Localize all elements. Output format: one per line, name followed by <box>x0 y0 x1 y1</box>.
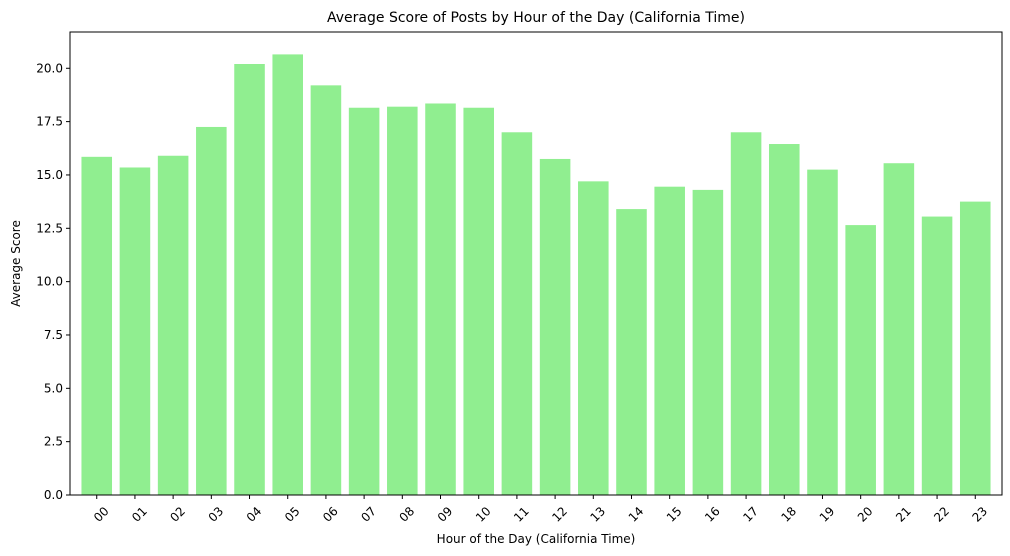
x-tick-label-16: 16 <box>702 504 723 525</box>
x-tick-label-02: 02 <box>167 504 188 525</box>
bar-00 <box>81 156 113 495</box>
x-tick-label-17: 17 <box>740 504 761 525</box>
x-tick-label-15: 15 <box>664 504 685 525</box>
bar-14 <box>616 209 647 495</box>
bar-06 <box>310 85 342 495</box>
bar-19 <box>807 169 838 495</box>
x-tick-label-14: 14 <box>626 504 647 525</box>
y-tick-label-2.5: 2.5 <box>44 435 63 449</box>
bar-12 <box>539 158 571 495</box>
bar-05 <box>272 54 303 496</box>
x-tick-label-22: 22 <box>931 504 952 525</box>
x-tick-label-08: 08 <box>397 504 418 525</box>
bar-20 <box>845 225 876 495</box>
chart-title: Average Score of Posts by Hour of the Da… <box>327 10 745 26</box>
x-tick-label-18: 18 <box>778 504 799 525</box>
x-tick-label-05: 05 <box>282 504 303 525</box>
x-tick-label-09: 09 <box>435 504 456 525</box>
bar-02 <box>157 155 189 495</box>
y-tick-label-10.0: 10.0 <box>36 275 63 289</box>
y-tick-label-0.0: 0.0 <box>44 488 63 502</box>
bar-15 <box>654 186 685 495</box>
bar-13 <box>578 181 609 495</box>
y-axis-title: Average Score <box>9 220 23 307</box>
bars-group <box>81 54 991 496</box>
x-tick-label-10: 10 <box>473 504 494 525</box>
x-tick-label-11: 11 <box>511 504 532 525</box>
bar-16 <box>692 189 724 495</box>
y-tick-label-12.5: 12.5 <box>36 221 63 235</box>
bar-11 <box>501 132 533 495</box>
bar-01 <box>119 167 151 496</box>
x-tick-label-00: 00 <box>91 504 112 525</box>
bar-04 <box>234 64 265 495</box>
x-tick-label-12: 12 <box>549 504 570 525</box>
x-tick-label-21: 21 <box>893 504 914 525</box>
x-tick-label-23: 23 <box>969 504 990 525</box>
x-tick-label-19: 19 <box>817 504 838 525</box>
bar-18 <box>769 144 800 495</box>
x-axis-ticks: 00 01 02 03 04 05 06 07 08 09 10 11 12 13 14 15 16 17 18 19… <box>91 495 990 525</box>
bar-17 <box>730 132 762 495</box>
x-tick-label-06: 06 <box>320 504 341 525</box>
bar-09 <box>425 103 456 495</box>
x-axis-title: Hour of the Day (California Time) <box>437 532 636 546</box>
x-tick-label-07: 07 <box>358 504 379 525</box>
y-axis-ticks: 0.0 2.5 5.0 7.5 10.0 12.5 15.0 17.5 20.0 <box>36 61 70 502</box>
y-tick-label-17.5: 17.5 <box>36 115 63 129</box>
bar-08 <box>387 106 418 496</box>
bar-07 <box>348 107 380 496</box>
bar-10 <box>463 107 494 496</box>
y-tick-label-5.0: 5.0 <box>44 381 63 395</box>
y-tick-label-7.5: 7.5 <box>44 328 63 342</box>
bar-21 <box>883 163 915 495</box>
x-tick-label-13: 13 <box>587 504 608 525</box>
plot-frame <box>69 31 1003 496</box>
y-tick-label-15.0: 15.0 <box>36 168 63 182</box>
x-tick-label-01: 01 <box>129 504 150 525</box>
y-tick-label-20.0: 20.0 <box>36 61 63 75</box>
x-tick-label-04: 04 <box>244 504 265 525</box>
x-tick-label-03: 03 <box>206 504 227 525</box>
bar-22 <box>921 216 953 495</box>
bar-03 <box>196 126 227 495</box>
x-tick-label-20: 20 <box>855 504 876 525</box>
bar-23 <box>959 201 991 495</box>
